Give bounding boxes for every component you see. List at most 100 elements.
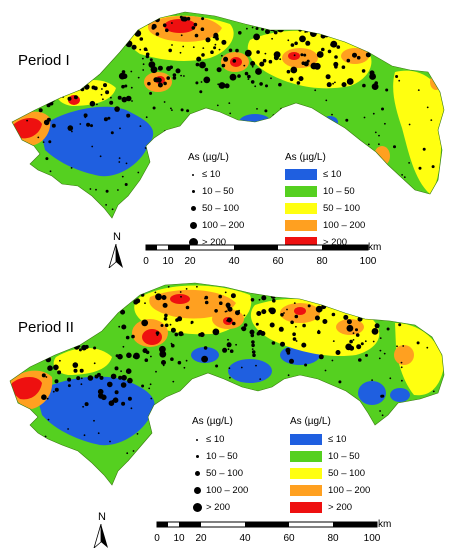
sampling-point xyxy=(109,100,114,105)
sampling-point xyxy=(289,393,293,397)
sampling-point xyxy=(258,298,261,301)
sampling-point xyxy=(103,83,107,88)
sampling-point xyxy=(286,22,289,25)
sampling-point xyxy=(423,305,426,308)
sampling-point xyxy=(278,82,282,87)
sampling-point xyxy=(120,382,127,388)
sampling-point xyxy=(379,337,382,339)
sampling-point xyxy=(271,37,273,40)
sampling-point xyxy=(44,81,49,86)
sampling-point xyxy=(180,74,183,77)
sampling-point xyxy=(290,66,298,74)
sampling-point xyxy=(83,113,88,118)
sampling-point xyxy=(128,295,131,297)
sampling-point xyxy=(230,293,236,299)
north-label: N xyxy=(113,231,121,243)
sampling-point xyxy=(247,78,250,80)
sampling-point xyxy=(255,364,257,367)
sampling-point xyxy=(74,312,77,315)
sampling-point xyxy=(69,57,73,61)
sampling-point xyxy=(235,48,239,53)
sampling-point xyxy=(233,121,236,124)
sampling-point xyxy=(97,432,100,435)
sampling-point xyxy=(254,12,257,14)
sampling-point xyxy=(86,291,89,293)
sampling-point xyxy=(400,366,403,369)
sampling-point xyxy=(133,29,136,32)
sampling-point xyxy=(45,356,52,363)
sampling-point xyxy=(221,63,226,68)
sampling-point xyxy=(81,68,84,70)
sampling-point xyxy=(120,309,126,315)
sampling-point xyxy=(383,422,386,425)
sampling-point xyxy=(58,475,60,478)
sampling-point xyxy=(293,138,296,141)
sampling-point xyxy=(273,51,281,58)
sampling-point xyxy=(272,298,276,303)
sampling-point xyxy=(361,69,366,73)
sampling-point xyxy=(162,23,167,28)
sampling-point xyxy=(135,298,141,304)
sampling-point xyxy=(352,339,355,341)
sampling-point xyxy=(155,157,158,160)
sampling-point xyxy=(236,442,239,444)
sampling-point xyxy=(161,295,167,300)
sampling-point xyxy=(381,414,384,417)
sampling-point xyxy=(14,69,17,72)
sampling-point xyxy=(151,23,157,29)
sampling-point xyxy=(147,81,151,86)
sampling-point xyxy=(310,62,318,70)
sampling-point xyxy=(110,131,114,135)
sampling-point xyxy=(371,45,377,51)
sampling-point xyxy=(157,413,159,416)
sampling-point xyxy=(66,481,69,484)
sampling-point xyxy=(425,406,429,410)
sampling-point xyxy=(250,333,255,338)
sampling-point xyxy=(32,351,35,354)
sampling-point xyxy=(220,134,223,137)
sampling-point xyxy=(408,162,410,164)
sampling-point xyxy=(71,130,73,133)
sampling-point xyxy=(46,103,51,108)
scale-tick: 10 xyxy=(173,533,185,544)
sampling-point xyxy=(314,315,320,321)
sampling-point xyxy=(256,19,258,21)
sampling-point xyxy=(352,417,356,421)
sampling-point xyxy=(216,104,219,107)
sampling-point xyxy=(82,25,85,28)
sampling-point xyxy=(276,18,284,26)
sampling-point xyxy=(223,56,229,62)
sampling-point xyxy=(161,360,166,365)
sampling-point xyxy=(271,20,275,25)
sampling-point xyxy=(374,81,379,85)
sampling-point xyxy=(251,348,254,350)
sampling-point xyxy=(290,43,295,47)
sampling-point xyxy=(181,190,184,193)
sampling-point xyxy=(334,295,338,299)
scale-tick: 40 xyxy=(228,256,240,267)
sampling-point xyxy=(334,55,338,59)
sampling-point xyxy=(234,425,238,429)
sampling-point xyxy=(294,41,298,46)
sampling-point xyxy=(118,157,121,160)
sampling-point xyxy=(171,22,173,24)
sampling-point xyxy=(372,44,375,47)
sampling-point xyxy=(186,109,190,113)
sampling-point xyxy=(395,75,399,78)
sampling-point xyxy=(216,67,222,73)
sampling-point xyxy=(281,127,285,131)
sampling-point xyxy=(414,22,416,24)
sampling-point xyxy=(203,76,211,84)
sampling-point xyxy=(155,370,157,373)
sampling-point xyxy=(343,314,349,320)
sampling-point xyxy=(64,36,66,39)
sampling-point xyxy=(155,331,160,335)
sampling-point xyxy=(392,17,394,19)
sampling-point xyxy=(327,49,332,54)
sampling-point xyxy=(349,345,355,351)
sampling-point xyxy=(77,331,80,333)
sampling-point xyxy=(330,410,333,413)
sampling-point xyxy=(304,363,308,367)
sampling-point xyxy=(293,54,296,57)
sampling-point xyxy=(351,28,353,30)
